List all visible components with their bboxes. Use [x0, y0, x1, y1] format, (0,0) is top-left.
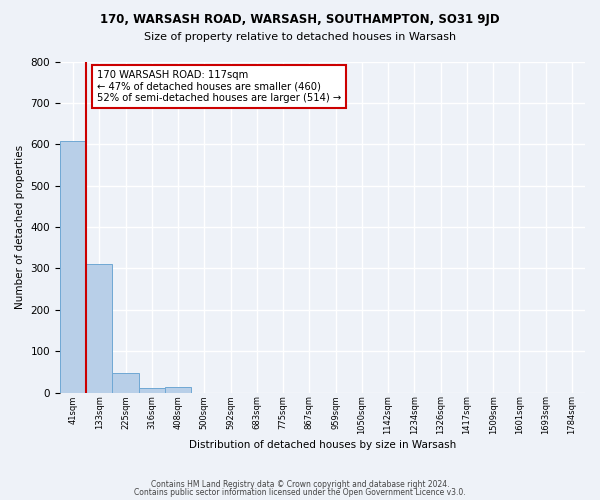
Bar [60, 142, 86, 392]
Text: Size of property relative to detached houses in Warsash: Size of property relative to detached ho… [144, 32, 456, 42]
Bar [165, 387, 191, 392]
Text: 170 WARSASH ROAD: 117sqm
← 47% of detached houses are smaller (460)
52% of semi-: 170 WARSASH ROAD: 117sqm ← 47% of detach… [97, 70, 341, 103]
Text: Contains HM Land Registry data © Crown copyright and database right 2024.: Contains HM Land Registry data © Crown c… [151, 480, 449, 489]
Bar [112, 372, 139, 392]
Text: 170, WARSASH ROAD, WARSASH, SOUTHAMPTON, SO31 9JD: 170, WARSASH ROAD, WARSASH, SOUTHAMPTON,… [100, 12, 500, 26]
Y-axis label: Number of detached properties: Number of detached properties [15, 145, 25, 309]
Bar [139, 388, 165, 392]
X-axis label: Distribution of detached houses by size in Warsash: Distribution of detached houses by size … [189, 440, 456, 450]
Text: Contains public sector information licensed under the Open Government Licence v3: Contains public sector information licen… [134, 488, 466, 497]
Bar [86, 264, 112, 392]
